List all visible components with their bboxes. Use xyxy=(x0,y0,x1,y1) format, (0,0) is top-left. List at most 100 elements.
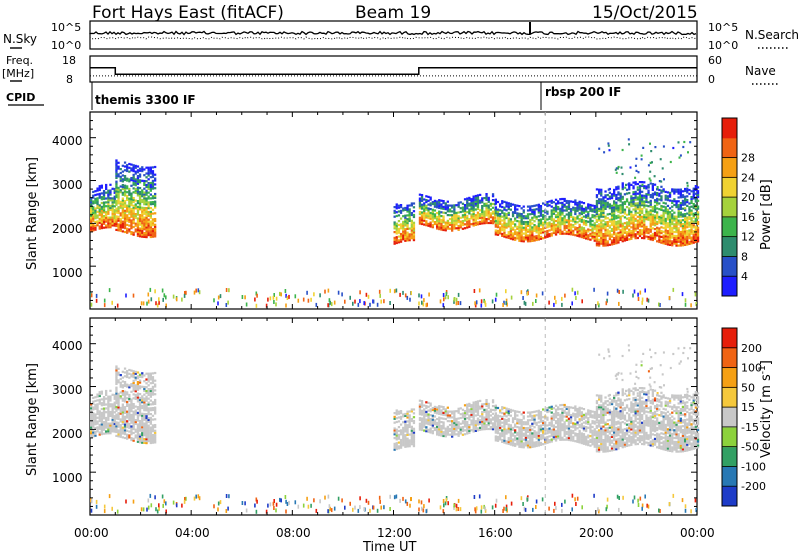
velocity-echo-cell xyxy=(551,412,553,414)
power-echo-cell xyxy=(99,228,101,230)
power-echo-cell xyxy=(154,235,156,237)
power-echo-cell xyxy=(508,212,510,214)
power-echo-cell xyxy=(553,201,555,203)
power-echo-cell xyxy=(561,221,563,223)
velocity-echo-cell xyxy=(447,412,449,414)
velocity-echo-cell xyxy=(540,428,542,430)
power-echo-cell xyxy=(600,233,602,235)
power-echo-cell xyxy=(438,213,440,215)
power-echo-scatter xyxy=(616,172,618,174)
power-echo-near xyxy=(440,299,442,303)
velocity-echo-cell xyxy=(404,442,406,444)
power-echo-cell xyxy=(139,168,141,170)
power-echo-cell xyxy=(497,201,499,203)
power-echo-cell xyxy=(613,195,615,197)
velocity-echo-cell xyxy=(434,421,436,423)
power-echo-cell xyxy=(394,210,396,212)
power-echo-cell xyxy=(101,196,103,198)
power-echo-cell xyxy=(109,222,111,224)
power-echo-cell xyxy=(488,208,490,210)
power-echo-cell xyxy=(555,233,557,235)
power-echo-cell xyxy=(688,193,690,195)
power-echo-cell xyxy=(536,227,538,229)
velocity-echo-cell xyxy=(404,446,406,448)
power-echo-cell xyxy=(630,213,632,215)
power-echo-cell xyxy=(626,214,628,216)
power-echo-cell xyxy=(99,206,101,208)
power-echo-cell xyxy=(96,199,98,201)
velocity-echo-cell xyxy=(453,410,455,412)
power-echo-near xyxy=(644,289,646,293)
power-echo-cell xyxy=(464,219,466,221)
power-echo-near xyxy=(246,303,248,307)
velocity-echo-cell xyxy=(533,417,535,419)
power-echo-cell xyxy=(587,207,589,209)
power-echo-cell xyxy=(613,218,615,220)
power-echo-cell xyxy=(139,208,141,210)
power-echo-cell xyxy=(442,202,444,204)
velocity-echo-cell xyxy=(503,426,505,428)
power-echo-cell xyxy=(523,206,525,208)
power-echo-cell xyxy=(551,217,553,219)
power-echo-cell xyxy=(620,231,622,233)
power-echo-cell xyxy=(409,239,411,241)
power-echo-cell xyxy=(411,226,413,228)
velocity-echo-cell xyxy=(503,436,505,438)
power-echo-cell xyxy=(589,221,591,223)
velocity-echo-cell xyxy=(145,415,147,417)
power-echo-cell xyxy=(503,218,505,220)
power-echo-cell xyxy=(477,202,479,204)
velocity-echo-cell xyxy=(510,444,512,446)
power-echo-cell xyxy=(128,213,130,215)
velocity-echo-cell xyxy=(107,405,109,407)
power-echo-cell xyxy=(566,208,568,210)
power-echo-cell xyxy=(559,225,561,227)
power-echo-cell xyxy=(561,208,563,210)
velocity-echo-cell xyxy=(107,411,109,413)
velocity-echo-cell xyxy=(468,411,470,413)
power-echo-cell xyxy=(139,222,141,224)
power-echo-cell xyxy=(130,208,132,210)
power-echo-cell xyxy=(124,212,126,214)
power-echo-cell xyxy=(643,195,645,197)
power-echo-cell xyxy=(122,194,124,196)
power-echo-cell xyxy=(557,220,559,222)
power-echo-cell xyxy=(133,180,135,182)
power-echo-cell xyxy=(130,177,132,179)
power-echo-cell xyxy=(626,223,628,225)
power-echo-cell xyxy=(152,195,154,197)
power-echo-cell xyxy=(695,226,697,228)
power-echo-cell xyxy=(92,200,94,202)
power-echo-cell xyxy=(477,223,479,225)
power-echo-cell xyxy=(150,234,152,236)
nsky-label: N.Sky xyxy=(3,32,37,46)
power-echo-cell xyxy=(503,207,505,209)
velocity-echo-cell xyxy=(101,431,103,433)
power-echo-cell xyxy=(508,220,510,222)
power-echo-cell xyxy=(117,189,119,191)
power-echo-cell xyxy=(96,203,98,205)
power-echo-near xyxy=(341,292,343,296)
power-echo-scatter xyxy=(649,178,651,180)
power-echo-cell xyxy=(135,192,137,194)
power-echo-near xyxy=(685,298,687,302)
power-echo-cell xyxy=(490,216,492,218)
power-echo-cell xyxy=(598,243,600,245)
velocity-echo-cell xyxy=(432,409,434,411)
velocity-echo-cell xyxy=(551,408,553,410)
velocity-echo-cell xyxy=(523,442,525,444)
power-echo-cell xyxy=(568,208,570,210)
power-echo-cell xyxy=(124,210,126,212)
velocity-echo-cell xyxy=(402,438,404,440)
velocity-echo-cell xyxy=(538,441,540,443)
velocity-echo-cell xyxy=(423,430,425,432)
power-echo-cell xyxy=(150,215,152,217)
power-echo-cell xyxy=(654,222,656,224)
power-echo-cell xyxy=(622,225,624,227)
power-echo-cell xyxy=(579,233,581,235)
power-echo-cell xyxy=(442,229,444,231)
power-echo-cell xyxy=(105,215,107,217)
power-echo-cell xyxy=(613,214,615,216)
power-echo-cell xyxy=(600,220,602,222)
power-echo-cell xyxy=(109,191,111,193)
